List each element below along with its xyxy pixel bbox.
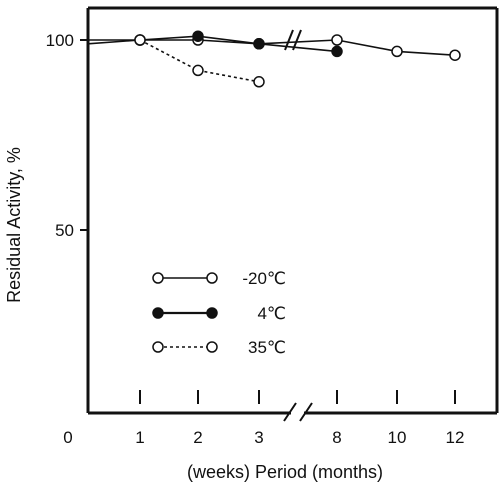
data-point-0: [449, 49, 461, 61]
legend-marker-0: [152, 272, 164, 284]
y-axis-label: Residual Activity, %: [4, 147, 24, 303]
x-tick-label: 10: [388, 428, 407, 447]
data-point-2: [192, 64, 204, 77]
y-tick-label: 50: [55, 221, 74, 240]
data-point-1: [253, 38, 265, 50]
x-tick-label: 0: [63, 428, 72, 447]
x-tick-label: 1: [135, 428, 144, 447]
x-tick-label: 3: [254, 428, 263, 447]
data-point-1: [192, 30, 204, 42]
data-point-1: [331, 45, 343, 58]
x-tick-label: 12: [446, 428, 465, 447]
data-point-2: [134, 34, 146, 46]
data-point-0: [331, 34, 343, 46]
legend-marker-0: [206, 272, 218, 284]
data-point-0: [391, 45, 403, 58]
legend-marker-2: [206, 341, 218, 353]
series-line-1: [88, 35, 338, 53]
legend-marker-1: [206, 307, 218, 319]
x-tick-label: 8: [332, 428, 341, 447]
legend-label-0: -20℃: [242, 269, 286, 288]
x-axis-label: (weeks) Period (months): [187, 462, 383, 482]
x-tick-label: 2: [193, 428, 202, 447]
x-axis-break-mark: [283, 402, 297, 422]
legend-label-2: 35℃: [248, 338, 286, 357]
legend-marker-1: [152, 307, 164, 319]
legend-label-1: 4℃: [257, 304, 286, 323]
x-axis-break-mark: [299, 402, 313, 422]
data-point-2: [253, 76, 265, 88]
y-tick-label: 100: [46, 31, 74, 50]
legend-marker-2: [152, 341, 164, 353]
